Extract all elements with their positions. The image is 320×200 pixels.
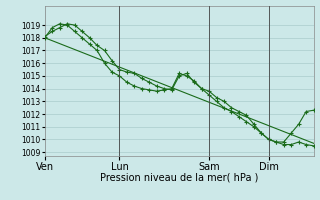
X-axis label: Pression niveau de la mer( hPa ): Pression niveau de la mer( hPa ) [100, 173, 258, 183]
